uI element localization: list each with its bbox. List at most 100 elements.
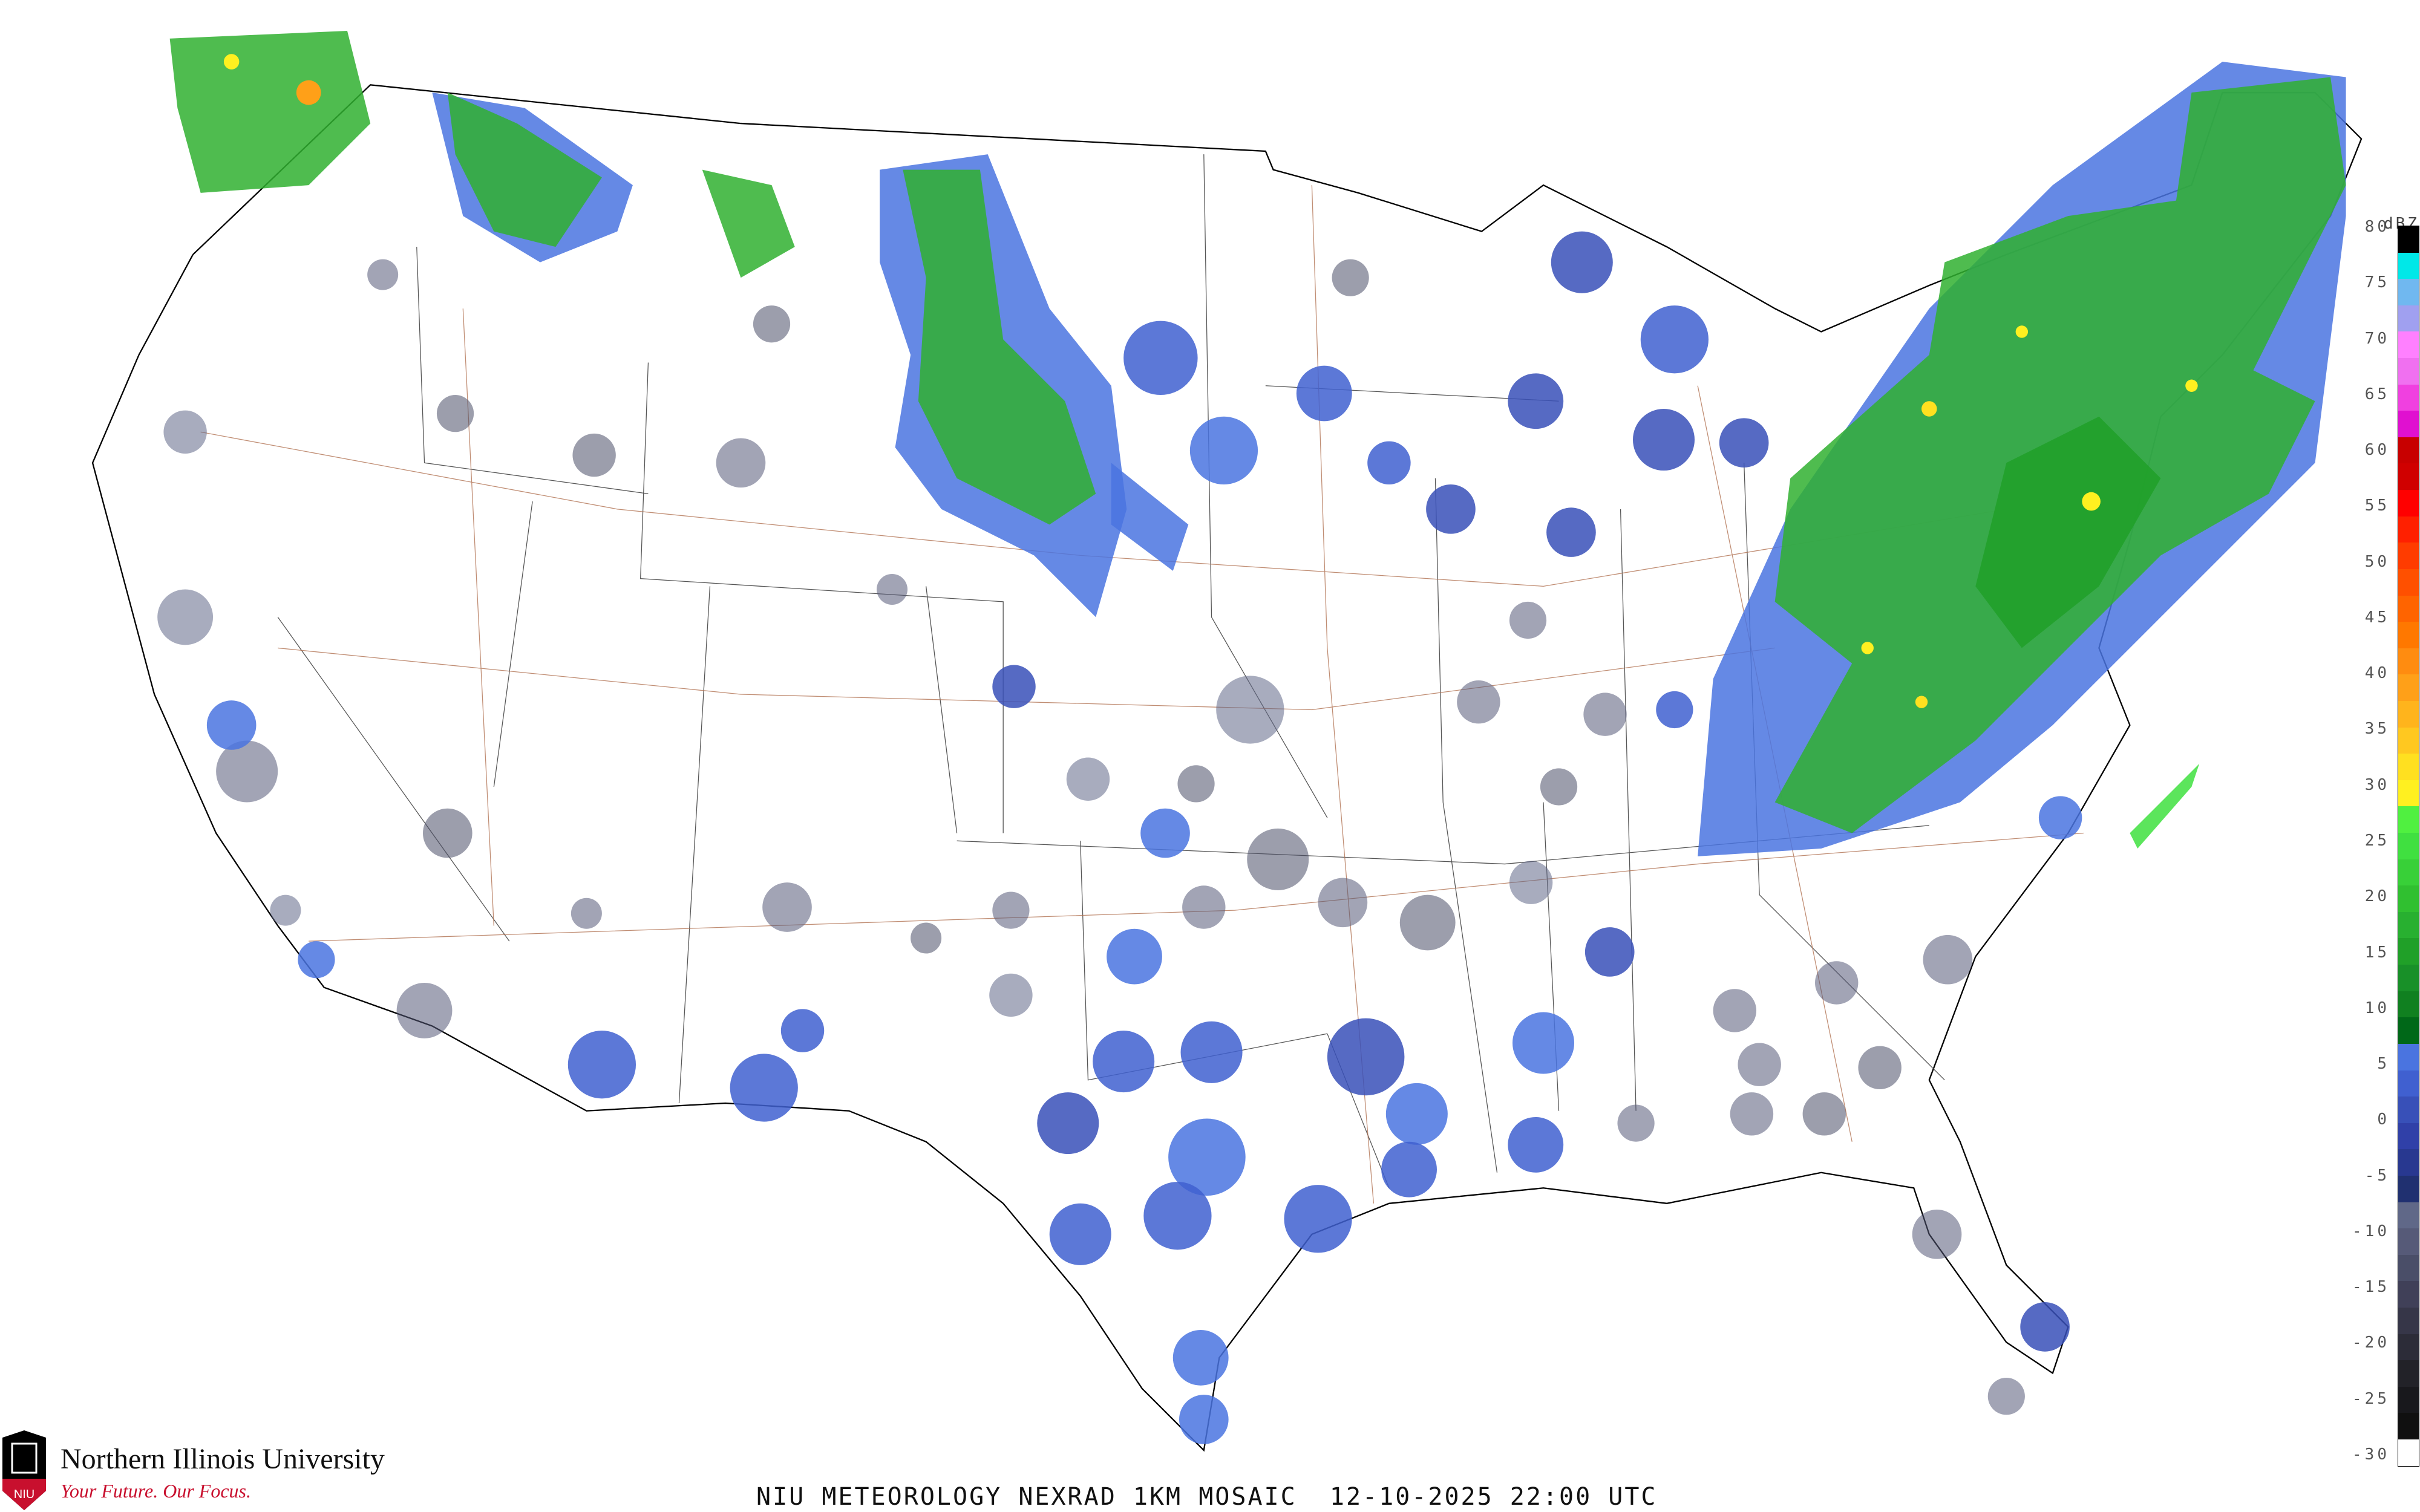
- radar-echo: [367, 259, 399, 290]
- legend-swatch: [2398, 1043, 2419, 1070]
- radar-echo: [1385, 1083, 1448, 1145]
- radar-echo: [1540, 768, 1578, 806]
- heavy-echo: [1915, 696, 1928, 708]
- university-name: Northern Illinois University: [60, 1443, 385, 1475]
- radar-echo: [1508, 1116, 1564, 1173]
- legend-swatch: [2398, 648, 2419, 675]
- legend-tick: 15: [2364, 943, 2390, 962]
- radar-echo: [163, 410, 207, 454]
- radar-echo: [1143, 1182, 1212, 1250]
- radar-echo: [422, 808, 473, 858]
- legend-swatch: [2398, 622, 2419, 648]
- radar-echo: [1296, 365, 1352, 422]
- radar-echo: [1284, 1185, 1352, 1253]
- legend-swatch: [2398, 1439, 2419, 1466]
- precipitation-area: [702, 169, 795, 278]
- radar-echo: [1037, 1092, 1099, 1155]
- radar-echo: [1332, 259, 1369, 296]
- radar-echo: [1858, 1046, 1902, 1090]
- legend-tick: -25: [2352, 1389, 2390, 1408]
- radar-echo: [2020, 1302, 2070, 1352]
- radar-echo: [753, 305, 791, 343]
- state-line: [678, 586, 711, 1104]
- state-line: [493, 501, 533, 787]
- radar-echo: [1583, 692, 1627, 736]
- radar-echo: [270, 894, 301, 926]
- radar-echo: [1093, 1031, 1155, 1093]
- legend-swatch: [2398, 965, 2419, 991]
- radar-echo: [1551, 231, 1613, 293]
- legend-swatch: [2398, 543, 2419, 569]
- state-line: [416, 247, 649, 494]
- legend-tick: 80: [2364, 218, 2390, 236]
- legend-swatch: [2398, 490, 2419, 516]
- legend-tick: -10: [2352, 1222, 2390, 1240]
- legend-swatch: [2398, 1175, 2419, 1202]
- radar-echo: [1123, 321, 1198, 396]
- legend-swatch: [2398, 1149, 2419, 1176]
- legend-swatch: [2398, 700, 2419, 728]
- legend-swatch: [2398, 463, 2419, 490]
- legend-swatch: [2398, 938, 2419, 965]
- radar-echo: [1802, 1092, 1846, 1136]
- radar-echoes: [157, 31, 2346, 1444]
- radar-echo: [157, 589, 214, 645]
- precipitation-area: [169, 31, 371, 193]
- radar-echo: [1172, 1329, 1229, 1386]
- radar-echo: [571, 898, 602, 929]
- radar-echo: [1426, 484, 1476, 534]
- legend-tick: 55: [2364, 497, 2390, 515]
- radar-echo: [1617, 1104, 1655, 1142]
- legend-swatch: [2398, 674, 2419, 701]
- radar-echo: [992, 891, 1030, 929]
- legend-swatch: [2398, 754, 2419, 780]
- precipitation-area: [1111, 463, 1189, 571]
- radar-echo: [1512, 1012, 1575, 1074]
- radar-echo: [1247, 828, 1309, 890]
- radar-echo: [1546, 507, 1596, 557]
- radar-echo: [1987, 1378, 2025, 1415]
- university-tagline: Your Future. Our Focus.: [60, 1480, 251, 1502]
- svg-text:NIU: NIU: [14, 1488, 34, 1501]
- state-line: [1620, 509, 1637, 1111]
- legend-tick: 45: [2364, 608, 2390, 627]
- radar-echo: [992, 665, 1036, 708]
- legend-tick: 20: [2364, 887, 2390, 906]
- legend-tick: 70: [2364, 329, 2390, 348]
- radar-echo: [436, 395, 474, 432]
- heavy-echo: [1861, 642, 1874, 654]
- radar-echo: [780, 1009, 825, 1052]
- niu-shield-icon: NIU: [2, 1430, 46, 1510]
- legend-swatch: [2398, 1228, 2419, 1255]
- legend-tick: 75: [2364, 273, 2390, 292]
- radar-echo: [911, 922, 942, 954]
- dbz-color-legend: dBZ 80 75 70 65 60 55 50 45 40 35 30 25 20 15 10 5 0 -5 -1…: [2347, 215, 2420, 1479]
- radar-echo: [1182, 885, 1226, 929]
- state-line: [925, 586, 958, 833]
- legend-swatch: [2398, 1386, 2419, 1413]
- radar-echo: [1399, 894, 1456, 951]
- radar-echo: [1180, 1021, 1243, 1083]
- niu-logo: NIU Northern Illinois University Your Fu…: [0, 1430, 436, 1512]
- radar-echo: [298, 941, 335, 979]
- heavy-echo: [223, 54, 240, 70]
- legend-swatch: [2398, 569, 2419, 596]
- radar-echo: [396, 983, 453, 1038]
- radar-echo: [1367, 441, 1411, 485]
- legend-tick: 40: [2364, 664, 2390, 683]
- legend-tick: 25: [2364, 832, 2390, 850]
- state-line: [1080, 841, 1327, 1081]
- precipitation-area: [1975, 416, 2161, 648]
- legend-tick: 0: [2377, 1110, 2390, 1129]
- radar-echo: [1049, 1203, 1111, 1265]
- radar-echo: [1179, 1395, 1229, 1444]
- radar-echo: [1216, 676, 1284, 744]
- radar-echo: [1509, 861, 1553, 904]
- map-title: NIU METEOROLOGY NEXRAD 1KM MOSAIC 12-10-…: [756, 1483, 1658, 1511]
- radar-echo: [1912, 1210, 1962, 1259]
- legend-swatch: [2398, 384, 2419, 411]
- legend-swatch: [2398, 859, 2419, 886]
- radar-echo: [572, 433, 616, 477]
- radar-echo: [1738, 1043, 1781, 1086]
- legend-tick: 35: [2364, 720, 2390, 738]
